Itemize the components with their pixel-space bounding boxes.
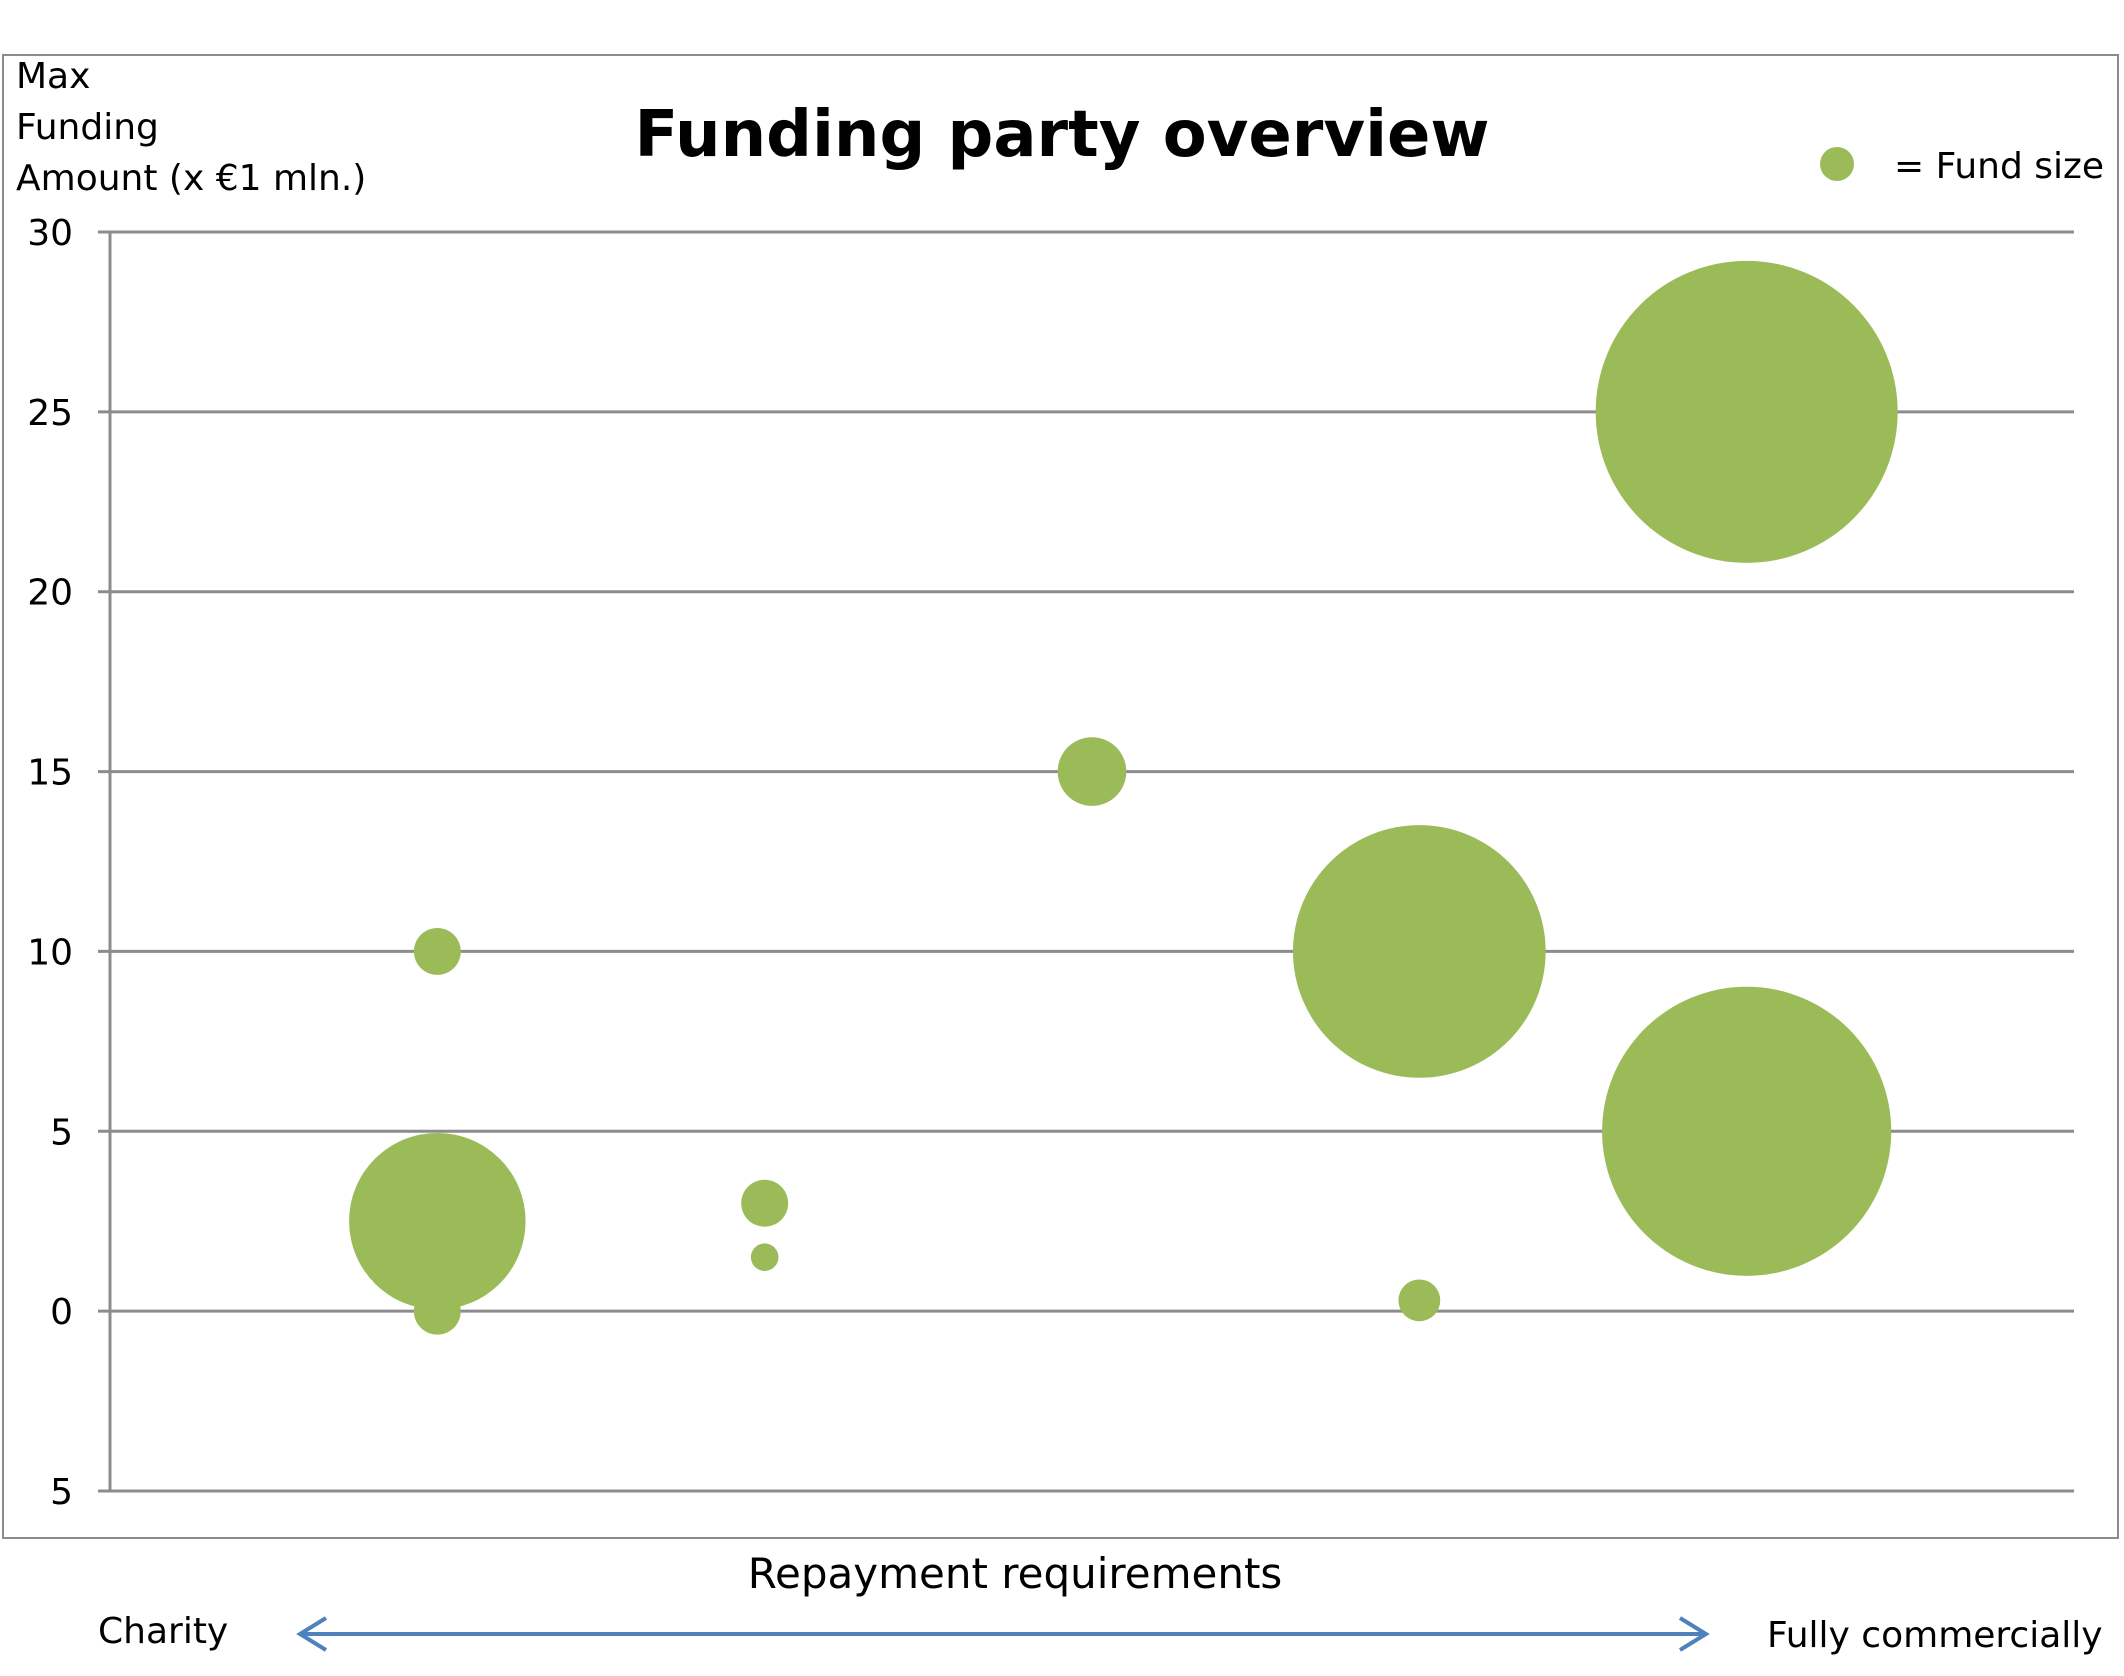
y-tick-label: 15 [27, 753, 73, 794]
scale-left-label: Charity [98, 1611, 228, 1652]
x-axis-label: Repayment requirements [748, 1549, 1283, 1598]
y-axis-label: Max Funding Amount (x €1 mln.) [16, 56, 366, 199]
y-tick-label: 30 [27, 213, 73, 254]
y-axis-label-line: Funding [16, 107, 159, 148]
y-axis: 30 25 20 15 10 5 0 5 [27, 213, 112, 1513]
scale-arrow [296, 1616, 1710, 1652]
bubbles [349, 260, 1898, 1335]
scale-right-label: Fully commercially [1767, 1615, 2103, 1656]
y-tick-label: 20 [27, 573, 73, 614]
legend-marker [1820, 147, 1854, 181]
bubble [750, 1243, 779, 1271]
bubble [1292, 825, 1546, 1078]
bubble [1398, 1279, 1441, 1322]
legend: = Fund size [1820, 146, 2104, 187]
chart-frame [2, 54, 2119, 1539]
y-tick-label: 25 [27, 393, 73, 434]
y-tick-label: 10 [27, 932, 73, 973]
y-tick-label: 5 [50, 1472, 73, 1513]
y-tick-label: 0 [50, 1292, 73, 1333]
legend-label: = Fund size [1894, 146, 2104, 187]
y-tick-label: 5 [50, 1112, 73, 1153]
bubble [1595, 260, 1898, 563]
chart-title: Funding party overview [634, 98, 1489, 172]
bubble [1602, 986, 1892, 1276]
bubble [413, 927, 461, 975]
bubble [1057, 737, 1127, 806]
bubble [349, 1132, 526, 1310]
bubble [413, 1287, 461, 1335]
y-axis-label-line: Max [16, 56, 90, 97]
y-axis-label-line: Amount (x €1 mln.) [16, 158, 366, 199]
bubble [741, 1179, 789, 1227]
